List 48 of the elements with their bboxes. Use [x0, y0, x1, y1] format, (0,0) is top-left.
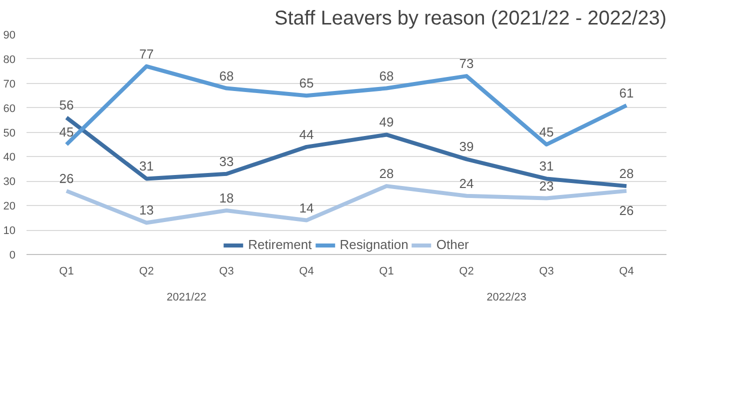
- data-label: 28: [379, 166, 394, 182]
- data-label: 68: [379, 68, 394, 84]
- data-label: 31: [539, 158, 554, 174]
- data-label: 33: [219, 154, 234, 169]
- data-label: 65: [299, 76, 314, 91]
- y-tick-label: 40: [3, 152, 16, 164]
- legend-label: Resignation: [340, 237, 408, 252]
- data-label: 56: [59, 98, 74, 113]
- data-label: 73: [459, 56, 474, 72]
- data-label: 45: [539, 124, 554, 140]
- data-label: 24: [459, 176, 474, 191]
- y-tick-label: 70: [3, 78, 16, 90]
- y-tick-label: 30: [3, 176, 16, 188]
- data-label: 45: [59, 124, 74, 140]
- x-tick-label: Q1: [379, 266, 394, 278]
- y-tick-label: 50: [3, 127, 16, 140]
- data-label: 77: [139, 46, 154, 62]
- legend-label: Other: [436, 237, 469, 252]
- data-label: 61: [619, 85, 634, 100]
- data-label: 18: [219, 190, 234, 206]
- data-label: 68: [219, 68, 234, 84]
- x-tick-label: Q3: [539, 266, 554, 278]
- x-tick-label: Q2: [139, 266, 154, 278]
- x-tick-label: Q3: [219, 266, 234, 278]
- data-label: 26: [619, 202, 634, 218]
- y-tick-label: 20: [3, 200, 16, 213]
- data-label: 49: [379, 114, 394, 130]
- x-tick-label: Q2: [459, 266, 474, 278]
- legend-label: Retirement: [248, 237, 312, 252]
- x-tick-label: Q4: [619, 266, 634, 278]
- data-label: 44: [299, 126, 314, 142]
- data-label: 28: [619, 166, 634, 182]
- text: 2022/23: [486, 292, 526, 304]
- y-tick-label: 90: [3, 30, 16, 42]
- data-label: 13: [139, 202, 154, 218]
- data-label: 26: [59, 170, 74, 186]
- data-label: 31: [139, 158, 154, 174]
- chart-title: Staff Leavers by reason (2021/22 - 2022/23): [274, 8, 666, 30]
- x-tick-label: Q4: [299, 266, 314, 278]
- data-label: 14: [299, 200, 314, 216]
- text: 2021/22: [166, 292, 206, 304]
- y-tick-label: 80: [3, 54, 16, 66]
- y-tick-label: 10: [3, 225, 16, 238]
- x-tick-label: Q1: [59, 266, 74, 278]
- data-label: 39: [459, 139, 474, 154]
- y-tick-label: 0: [9, 250, 16, 262]
- y-tick-label: 60: [3, 102, 16, 115]
- data-label: 23: [539, 178, 554, 194]
